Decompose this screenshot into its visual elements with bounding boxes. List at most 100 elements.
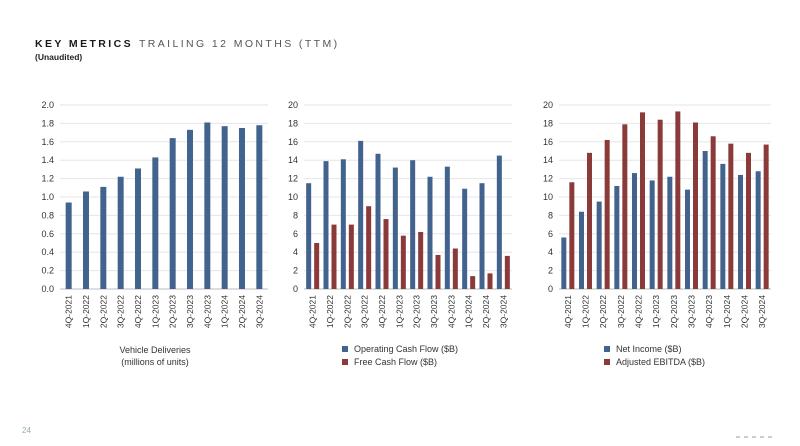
legend-item-operating-cash-flow: Operating Cash Flow ($B) <box>342 342 458 355</box>
income-ebitda-chart: 0 2 4 6 8 10 12 14 16 18 20 4Q-2021 1Q-2022 2Q-2022 3Q… <box>524 95 786 340</box>
x-tick-label: 1Q-2024 <box>722 295 732 328</box>
x-tick-label: 4Q-2021 <box>563 295 573 328</box>
bar-series-1 <box>738 174 743 289</box>
x-tick-label: 3Q-2023 <box>185 295 195 328</box>
bar-series-1 <box>256 125 263 290</box>
y-tick-label: 14 <box>543 155 553 165</box>
bar-series-1 <box>614 185 620 289</box>
y-tick-label: 10 <box>288 192 298 202</box>
bar-series-1 <box>117 176 124 289</box>
bar-series-1 <box>204 122 211 289</box>
x-tick-label: 4Q-2021 <box>64 295 74 328</box>
bar-series-1 <box>479 183 485 289</box>
y-tick-label: 2 <box>548 266 553 276</box>
legend-item-net-income: Net Income ($B) <box>604 342 705 355</box>
bar-series-1 <box>496 155 502 289</box>
bar-series-1 <box>152 157 159 289</box>
chart-svg: 0 2 4 6 8 10 12 14 16 18 20 4Q-2021 1Q-2022 2Q-2022 3Q… <box>543 100 771 328</box>
bar-series-1 <box>427 176 433 289</box>
bar-series-2 <box>452 248 458 289</box>
y-tick-label: 1.2 <box>41 174 54 184</box>
bar-series-1 <box>462 188 468 289</box>
bar-series-1 <box>579 211 584 289</box>
bar-series-2 <box>710 136 716 289</box>
bar-series-1 <box>444 166 450 289</box>
legend-item-adjusted-ebitda: Adjusted EBITDA ($B) <box>604 355 705 368</box>
x-tick-label: 2Q-2024 <box>740 295 750 328</box>
bar-series-2 <box>763 144 769 289</box>
x-tick-label: 4Q-2022 <box>634 295 644 328</box>
x-tick-label: 4Q-2023 <box>446 295 456 328</box>
bar-series-1 <box>358 140 364 289</box>
y-tick-label: 0.6 <box>41 229 54 239</box>
page-header: KEY METRICS TRAILING 12 MONTHS (TTM) (Una… <box>35 38 340 62</box>
x-tick-label: 3Q-2022 <box>360 295 370 328</box>
y-tick-label: 16 <box>543 137 553 147</box>
bar-series-1 <box>392 167 398 289</box>
bar-series-1 <box>755 171 761 289</box>
x-tick-label: 1Q-2024 <box>220 295 230 328</box>
bar-series-1 <box>410 160 416 289</box>
x-tick-label: 1Q-2023 <box>394 295 404 328</box>
bar-series-1 <box>83 191 89 289</box>
legend-label: Operating Cash Flow ($B) <box>354 343 459 354</box>
x-tick-label: 3Q-2024 <box>757 295 767 328</box>
bar-series-2 <box>383 219 389 289</box>
bar-series-2 <box>640 112 645 289</box>
bar-series-2 <box>569 182 575 289</box>
y-tick-label: 1.6 <box>41 137 54 147</box>
legend-swatch-blue <box>342 345 348 352</box>
x-tick-label: 1Q-2024 <box>464 295 474 328</box>
legend-label: Net Income ($B) <box>616 343 682 354</box>
bar-series-2 <box>587 152 592 289</box>
bar-series-1 <box>221 126 228 289</box>
bar-series-2 <box>675 111 681 289</box>
y-tick-label: 6 <box>548 229 553 239</box>
y-tick-label: 16 <box>288 137 298 147</box>
bar-series-2 <box>728 143 734 289</box>
y-tick-label: 14 <box>288 155 298 165</box>
bar-series-1 <box>340 159 346 289</box>
bar-series-2 <box>348 224 354 289</box>
y-tick-label: 1.8 <box>41 118 54 128</box>
y-tick-label: 1.4 <box>41 155 54 165</box>
x-tick-label: 2Q-2022 <box>98 295 108 328</box>
x-tick-label: 2Q-2023 <box>168 295 178 328</box>
cash-flow-chart: 0 2 4 6 8 10 12 14 16 18 20 4Q-2021 1Q-2022 2Q-2022 3Q… <box>262 95 524 340</box>
legend-swatch-red <box>604 358 610 365</box>
x-tick-label: 2Q-2024 <box>237 295 247 328</box>
logo-icon <box>736 428 776 438</box>
legend-label: Free Cash Flow ($B) <box>354 356 438 367</box>
chart-svg: 0.0 0.2 0.4 0.6 0.8 1.0 1.2 1.4 1.6 1.8 2.0 4Q-2021… <box>41 100 268 328</box>
bar-series-1 <box>685 189 690 289</box>
bar-series-1 <box>649 180 655 289</box>
bar-series-1 <box>596 201 602 289</box>
x-tick-label: 2Q-2023 <box>669 295 679 328</box>
bar-series-1 <box>65 202 72 289</box>
bar-series-2 <box>487 273 493 289</box>
legend-swatch-red <box>342 358 348 365</box>
legend-label: Adjusted EBITDA ($B) <box>616 356 706 367</box>
page-title: KEY METRICS TRAILING 12 MONTHS (TTM) <box>35 38 340 50</box>
x-tick-label: 1Q-2023 <box>651 295 661 328</box>
x-tick-label: 2Q-2024 <box>481 295 491 328</box>
x-tick-label: 2Q-2022 <box>598 295 608 328</box>
y-tick-label: 6 <box>293 229 298 239</box>
income-ebitda-legend: Net Income ($B) Adjusted EBITDA ($B) <box>604 342 705 368</box>
bar-series-1 <box>702 151 708 289</box>
bar-series-2 <box>746 152 751 289</box>
x-tick-label: 1Q-2022 <box>581 295 591 328</box>
bar-series-1 <box>169 138 176 289</box>
bar-series-1 <box>239 128 245 289</box>
bar-series-1 <box>306 183 312 289</box>
bar-series-2 <box>693 122 698 289</box>
x-tick-label: 4Q-2023 <box>202 295 212 328</box>
bar-series-1 <box>667 176 673 289</box>
deliveries-caption: Vehicle Deliveries (millions of units) <box>80 344 230 368</box>
y-tick-label: 0 <box>293 284 298 294</box>
y-tick-label: 4 <box>548 247 553 257</box>
bar-series-1 <box>720 163 726 289</box>
bar-series-2 <box>366 206 372 289</box>
legend-swatch-blue <box>604 345 610 352</box>
page-number: 24 <box>22 426 31 435</box>
